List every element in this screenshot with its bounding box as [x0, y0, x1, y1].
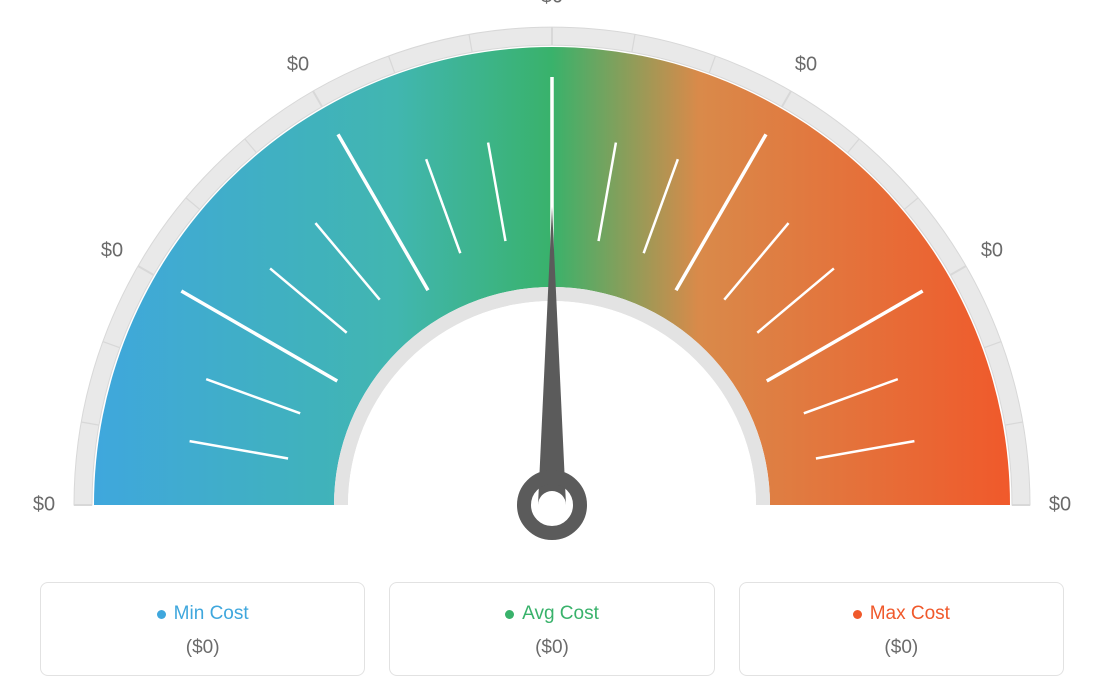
max-cost-value: ($0) — [750, 637, 1053, 659]
max-cost-dot — [853, 610, 862, 619]
avg-cost-label: Avg Cost — [522, 603, 599, 625]
gauge-chart: $0 $0 $0 $0 $0 $0 $0 — [0, 0, 1104, 560]
max-cost-label: Max Cost — [870, 603, 950, 625]
gauge-tick-label: $0 — [287, 54, 309, 77]
avg-cost-title: Avg Cost — [505, 603, 599, 625]
gauge-tick-label: $0 — [1049, 494, 1071, 517]
gauge-tick-label: $0 — [981, 240, 1003, 263]
avg-cost-value: ($0) — [400, 637, 703, 659]
min-cost-value: ($0) — [51, 637, 354, 659]
max-cost-title: Max Cost — [853, 603, 950, 625]
min-cost-label: Min Cost — [174, 603, 249, 625]
avg-cost-card: Avg Cost ($0) — [389, 582, 714, 676]
gauge-svg — [0, 0, 1104, 560]
min-cost-title: Min Cost — [157, 603, 249, 625]
gauge-tick-label: $0 — [795, 54, 817, 77]
gauge-tick-label: $0 — [33, 494, 55, 517]
cost-cards: Min Cost ($0) Avg Cost ($0) Max Cost ($0… — [40, 582, 1064, 676]
min-cost-dot — [157, 610, 166, 619]
avg-cost-dot — [505, 610, 514, 619]
max-cost-card: Max Cost ($0) — [739, 582, 1064, 676]
gauge-tick-label: $0 — [101, 240, 123, 263]
gauge-tick-label: $0 — [541, 0, 563, 9]
min-cost-card: Min Cost ($0) — [40, 582, 365, 676]
